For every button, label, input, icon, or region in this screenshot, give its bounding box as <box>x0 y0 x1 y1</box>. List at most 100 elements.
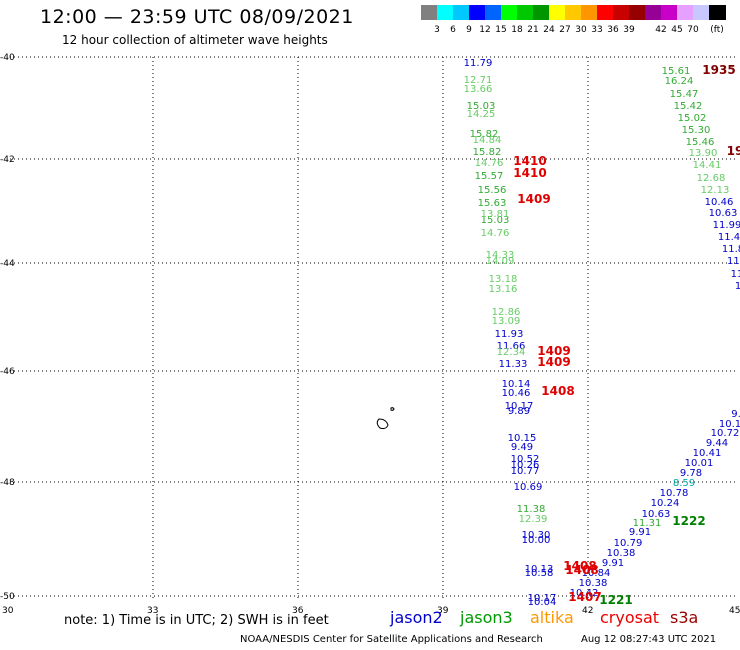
wave-height-value: 1 <box>735 281 740 292</box>
color-swatch <box>581 5 598 20</box>
color-scale-label: 9 <box>466 25 472 35</box>
wave-height-value: 11.8 <box>722 244 740 255</box>
wave-height-value: 11.33 <box>499 359 528 370</box>
pass-time-label: 1408 <box>565 563 598 577</box>
wave-height-value: 10.78 <box>660 488 689 499</box>
chart-title: 12:00 — 23:59 UTC 08/09/2021 <box>40 6 354 28</box>
wave-height-value: 10.46 <box>502 388 531 399</box>
wave-height-value: 11.66 <box>497 341 526 352</box>
wave-height-value: 10.14 <box>502 379 531 390</box>
wave-height-value: 11.79 <box>464 58 493 69</box>
color-scale-label: 12 <box>479 25 491 35</box>
color-swatch <box>613 5 630 20</box>
pass-time-label: 1409 <box>517 192 550 206</box>
color-swatch <box>661 5 678 20</box>
color-scale-label: 24 <box>543 25 555 35</box>
wave-height-value: 15.30 <box>682 125 711 136</box>
color-swatch <box>565 5 582 20</box>
wave-height-value: 10.17 <box>528 593 557 604</box>
y-tick-label: -46 <box>0 367 15 377</box>
legend-entry-jason3: jason3 <box>460 608 513 627</box>
wave-height-value: 13.81 <box>481 209 510 220</box>
wave-height-value: 13.90 <box>689 148 718 159</box>
time-label-layer: 1410141014091409140914081408140814071221… <box>513 63 740 607</box>
wave-height-value: 12.34 <box>497 347 526 358</box>
wave-height-value: 16.24 <box>665 76 694 87</box>
color-scale-label: 6 <box>450 25 456 35</box>
wave-height-value: 15.03 <box>467 101 496 112</box>
chart-subtitle: 12 hour collection of altimeter wave hei… <box>62 33 328 47</box>
color-scale-label: 45 <box>671 25 683 35</box>
pass-time-label: 1410 <box>513 166 546 180</box>
wave-height-value: 11 <box>731 269 740 280</box>
wave-height-value: 10.77 <box>511 466 540 477</box>
wave-height-value: 10.52 <box>511 454 540 465</box>
wave-height-value: 11.31 <box>633 518 662 529</box>
wave-height-value: 15.46 <box>686 137 715 148</box>
color-swatch <box>485 5 502 20</box>
wave-height-value: 10.46 <box>705 197 734 208</box>
island-outline <box>390 407 395 411</box>
wave-height-value: 11.93 <box>495 329 524 340</box>
wave-height-value: 10.13 <box>525 564 554 575</box>
wave-height-value: 10.30 <box>522 530 551 541</box>
wave-height-value: 15.03 <box>481 215 510 226</box>
island-outlines <box>376 407 395 430</box>
wave-height-value: 14.09 <box>486 256 515 267</box>
x-tick-label: 33 <box>147 606 158 616</box>
wave-height-value: 10.38 <box>607 548 636 559</box>
pass-time-label: 1222 <box>672 514 705 528</box>
wave-height-value: 10.63 <box>642 509 671 520</box>
wave-height-value: 9.89 <box>508 406 530 417</box>
wave-height-value: 13.16 <box>489 284 518 295</box>
color-swatch <box>421 5 438 20</box>
color-swatch <box>693 5 710 20</box>
wave-height-value: 11.99 <box>713 220 740 231</box>
pass-time-label: 1935 <box>702 63 735 77</box>
footer-source: NOAA/NESDIS Center for Satellite Applica… <box>240 634 543 645</box>
wave-height-value: 10.58 <box>525 568 554 579</box>
wave-height-value: 14.33 <box>486 250 515 261</box>
wave-height-value: 14.76 <box>481 228 510 239</box>
wave-height-value: 10.63 <box>709 208 738 219</box>
footnote: note: 1) Time is in UTC; 2) SWH is in fe… <box>64 613 329 628</box>
color-scale-label: 30 <box>575 25 587 35</box>
color-swatch <box>629 5 646 20</box>
wave-height-value: 13.18 <box>489 274 518 285</box>
color-swatch <box>597 5 614 20</box>
wave-height-value: 15.56 <box>478 185 507 196</box>
y-tick-label: -40 <box>0 53 15 63</box>
pass-time-label: 1410 <box>513 154 546 168</box>
legend-entry-s3a: s3a <box>670 608 699 627</box>
wave-height-value: 12.86 <box>492 307 521 318</box>
wave-height-value: 10.69 <box>514 482 543 493</box>
island-outline <box>376 418 389 430</box>
color-swatch <box>709 5 726 20</box>
wave-height-value: 15.82 <box>470 129 499 140</box>
x-tick-label: 42 <box>582 606 593 616</box>
wave-height-value: 14.76 <box>475 158 504 169</box>
wave-height-value: 11.4 <box>718 232 740 243</box>
observation-layer: 11.7912.7113.6615.0314.2515.8214.8415.82… <box>464 58 740 608</box>
map-grid <box>10 56 735 600</box>
y-tick-label: -44 <box>0 259 15 269</box>
color-swatch <box>501 5 518 20</box>
wave-height-value: 12.71 <box>464 75 493 86</box>
x-tick-label: 30 <box>2 606 14 616</box>
wave-height-value: 15.57 <box>475 171 504 182</box>
wave-height-value: 10.00 <box>522 535 551 546</box>
wave-height-value: 11.38 <box>517 504 546 515</box>
x-tick-label: 36 <box>292 606 304 616</box>
wave-height-value: 15.47 <box>670 89 699 100</box>
color-swatch <box>437 5 454 20</box>
color-scale-unit: (ft) <box>710 25 724 35</box>
wave-height-value: 10.79 <box>614 538 643 549</box>
pass-time-label: 1408 <box>541 384 574 398</box>
wave-height-value: 15.63 <box>478 198 507 209</box>
x-tick-label: 39 <box>437 606 449 616</box>
wave-height-value: 15.42 <box>674 101 703 112</box>
wave-height-value: 9.44 <box>706 438 728 449</box>
wave-height-value: 10.72 <box>711 428 740 439</box>
color-scale-label: 42 <box>655 25 667 35</box>
wave-height-value: 12.39 <box>519 514 548 525</box>
